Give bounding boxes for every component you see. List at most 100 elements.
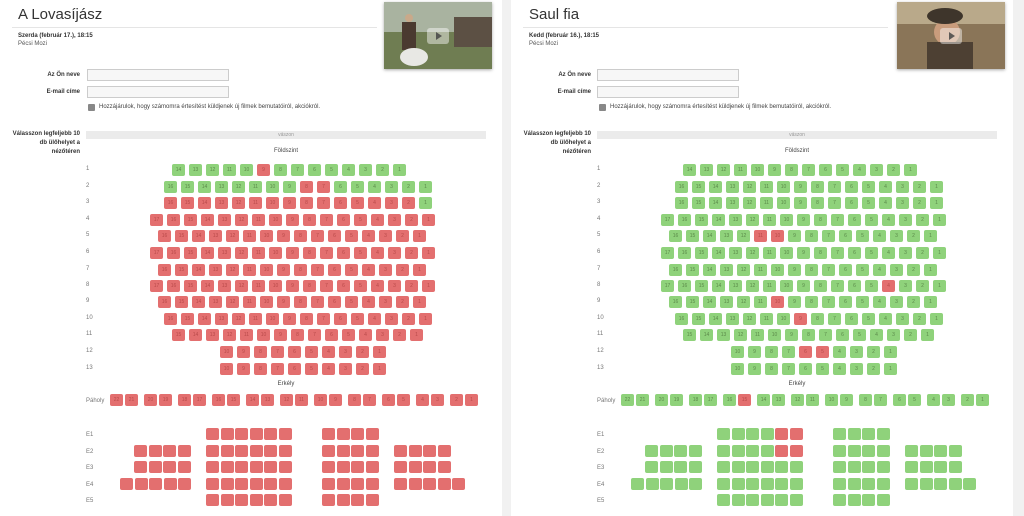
balcony-seat[interactable] bbox=[351, 461, 364, 473]
seat[interactable]: 2 bbox=[405, 214, 418, 226]
seat[interactable]: 9 bbox=[788, 296, 801, 308]
balcony-seat[interactable] bbox=[775, 494, 788, 506]
balcony-seat[interactable] bbox=[394, 445, 407, 457]
seat[interactable]: 10 bbox=[257, 329, 270, 341]
seat[interactable]: 11 bbox=[751, 329, 764, 341]
seat[interactable]: 15 bbox=[181, 197, 194, 209]
balcony-seat[interactable] bbox=[717, 428, 730, 440]
balcony-seat[interactable] bbox=[919, 461, 933, 473]
seat[interactable]: 2 bbox=[376, 164, 389, 176]
seat[interactable]: 14 bbox=[709, 313, 722, 325]
balcony-seat[interactable] bbox=[163, 461, 176, 473]
seat[interactable]: 5 bbox=[345, 230, 358, 242]
seat[interactable]: 12 bbox=[226, 230, 239, 242]
balcony-seat[interactable] bbox=[934, 445, 947, 457]
balcony-seat[interactable] bbox=[833, 478, 846, 490]
seat[interactable]: 16 bbox=[167, 214, 180, 226]
balcony-seat[interactable] bbox=[833, 428, 846, 440]
seat[interactable]: 2 bbox=[396, 264, 409, 276]
seat[interactable]: 17 bbox=[150, 247, 163, 259]
seat[interactable]: 1 bbox=[933, 247, 946, 259]
seat[interactable]: 15 bbox=[692, 197, 705, 209]
box-seat[interactable]: 8 bbox=[348, 394, 361, 406]
seat[interactable]: 3 bbox=[890, 296, 903, 308]
seat[interactable]: 9 bbox=[283, 313, 296, 325]
box-seat[interactable]: 15 bbox=[227, 394, 240, 406]
box-seat[interactable]: 10 bbox=[314, 394, 327, 406]
seat[interactable]: 5 bbox=[351, 313, 364, 325]
seat[interactable]: 2 bbox=[867, 346, 880, 358]
seat[interactable]: 15 bbox=[683, 329, 696, 341]
seat[interactable]: 16 bbox=[678, 280, 691, 292]
seat[interactable]: 13 bbox=[729, 247, 742, 259]
seat[interactable]: 10 bbox=[266, 181, 279, 193]
seat[interactable]: 3 bbox=[339, 346, 352, 358]
box-seat[interactable]: 4 bbox=[927, 394, 940, 406]
seat[interactable]: 2 bbox=[402, 313, 415, 325]
seat[interactable]: 5 bbox=[865, 280, 878, 292]
balcony-seat[interactable] bbox=[731, 445, 745, 457]
seat[interactable]: 9 bbox=[286, 280, 299, 292]
seat[interactable]: 9 bbox=[237, 363, 250, 375]
balcony-seat[interactable] bbox=[876, 478, 890, 490]
balcony-seat[interactable] bbox=[220, 428, 234, 440]
balcony-seat[interactable] bbox=[919, 478, 933, 490]
balcony-seat[interactable] bbox=[789, 494, 803, 506]
seat[interactable]: 11 bbox=[240, 329, 253, 341]
seat[interactable]: 5 bbox=[342, 329, 355, 341]
balcony-seat[interactable] bbox=[437, 445, 451, 457]
box-seat[interactable]: 14 bbox=[757, 394, 770, 406]
balcony-seat[interactable] bbox=[847, 461, 861, 473]
seat[interactable]: 3 bbox=[896, 197, 909, 209]
balcony-seat[interactable] bbox=[760, 445, 774, 457]
seat[interactable]: 9 bbox=[277, 264, 290, 276]
balcony-seat[interactable] bbox=[264, 461, 277, 473]
seat[interactable]: 9 bbox=[785, 329, 798, 341]
seat[interactable]: 3 bbox=[359, 164, 372, 176]
seat[interactable]: 16 bbox=[158, 230, 171, 242]
seat[interactable]: 1 bbox=[884, 363, 897, 375]
seat[interactable]: 10 bbox=[266, 313, 279, 325]
seat[interactable]: 10 bbox=[266, 197, 279, 209]
seat[interactable]: 7 bbox=[802, 164, 815, 176]
seat[interactable]: 4 bbox=[879, 313, 892, 325]
seat[interactable]: 1 bbox=[422, 247, 435, 259]
seat[interactable]: 10 bbox=[777, 313, 790, 325]
seat[interactable]: 15 bbox=[695, 247, 708, 259]
balcony-seat[interactable] bbox=[631, 478, 644, 490]
seat[interactable]: 1 bbox=[419, 197, 432, 209]
seat[interactable]: 16 bbox=[167, 280, 180, 292]
balcony-seat[interactable] bbox=[688, 461, 702, 473]
seat[interactable]: 14 bbox=[712, 214, 725, 226]
seat[interactable]: 2 bbox=[402, 181, 415, 193]
seat[interactable]: 9 bbox=[748, 346, 761, 358]
seat[interactable]: 13 bbox=[209, 230, 222, 242]
seat[interactable]: 3 bbox=[887, 329, 900, 341]
seat[interactable]: 9 bbox=[274, 329, 287, 341]
balcony-seat[interactable] bbox=[833, 461, 846, 473]
seat[interactable]: 6 bbox=[845, 313, 858, 325]
seat[interactable]: 1 bbox=[419, 313, 432, 325]
balcony-seat[interactable] bbox=[365, 494, 379, 506]
seat[interactable]: 17 bbox=[661, 280, 674, 292]
seat[interactable]: 5 bbox=[865, 214, 878, 226]
seat[interactable]: 5 bbox=[345, 296, 358, 308]
seat[interactable]: 5 bbox=[865, 247, 878, 259]
seat[interactable]: 2 bbox=[913, 181, 926, 193]
seat[interactable]: 10 bbox=[269, 214, 282, 226]
seat[interactable]: 4 bbox=[359, 329, 372, 341]
seat[interactable]: 16 bbox=[164, 313, 177, 325]
seat[interactable]: 8 bbox=[805, 264, 818, 276]
seat[interactable]: 14 bbox=[709, 197, 722, 209]
seat[interactable]: 6 bbox=[799, 363, 812, 375]
seat[interactable]: 14 bbox=[709, 181, 722, 193]
seat[interactable]: 8 bbox=[811, 313, 824, 325]
seat[interactable]: 6 bbox=[337, 280, 350, 292]
seat[interactable]: 7 bbox=[320, 247, 333, 259]
balcony-seat[interactable] bbox=[645, 445, 658, 457]
balcony-seat[interactable] bbox=[134, 478, 148, 490]
balcony-seat[interactable] bbox=[278, 445, 292, 457]
balcony-seat[interactable] bbox=[862, 445, 875, 457]
balcony-seat[interactable] bbox=[775, 428, 788, 440]
seat[interactable]: 16 bbox=[167, 247, 180, 259]
